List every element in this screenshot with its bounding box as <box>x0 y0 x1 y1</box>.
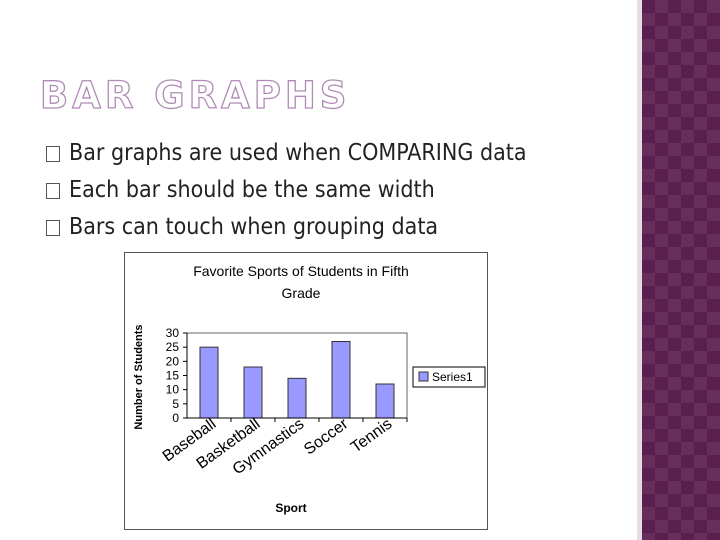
plot-area: 051015202530BaseballBasketballGymnastics… <box>160 326 408 478</box>
bullet-text: Each bar should be the same width <box>69 176 435 203</box>
box-bullet-icon <box>46 183 60 199</box>
box-bullet-icon <box>46 146 60 162</box>
bar <box>375 383 395 419</box>
chart-title-line-1: Favorite Sports of Students in Fifth <box>193 263 409 279</box>
bullet-text: Bar graphs are used when COMPARING data <box>69 139 527 166</box>
bar <box>199 346 219 419</box>
bar <box>243 366 263 419</box>
slide-title: BAR GRAPHS <box>39 73 351 117</box>
sidebar-edge <box>637 0 642 540</box>
legend-box <box>412 366 486 388</box>
y-tick-label: 15 <box>166 369 180 383</box>
bullet-item: Bars can touch when grouping data <box>46 208 527 245</box>
bar <box>287 377 307 419</box>
y-tick-label: 20 <box>166 354 180 368</box>
box-bullet-icon <box>46 220 60 236</box>
y-tick-label: 30 <box>166 326 180 340</box>
bar-chart: Favorite Sports of Students in Fifth Gra… <box>124 252 488 530</box>
bar <box>331 341 351 419</box>
y-tick-label: 5 <box>172 397 179 411</box>
chart-canvas: Favorite Sports of Students in Fifth Gra… <box>133 263 486 515</box>
plot-frame <box>187 332 408 418</box>
legend: Series1 <box>412 366 486 388</box>
y-axis-label: Number of Students <box>133 324 145 429</box>
decorative-sidebar <box>642 0 720 540</box>
bullet-item: Bar graphs are used when COMPARING data <box>46 134 527 171</box>
x-axis-label: Sport <box>275 501 306 515</box>
bullet-item: Each bar should be the same width <box>46 171 527 208</box>
bullet-text: Bars can touch when grouping data <box>69 213 439 240</box>
x-tick-label: Tennis <box>348 415 395 456</box>
chart-title-line-2: Grade <box>282 285 321 301</box>
y-tick-label: 10 <box>166 383 180 397</box>
legend-label: Series1 <box>432 370 473 384</box>
y-tick-label: 25 <box>166 340 180 354</box>
y-tick-label: 0 <box>172 411 179 425</box>
legend-swatch <box>418 371 429 382</box>
x-tick-label: Soccer <box>301 415 352 458</box>
bullet-list: Bar graphs are used when COMPARING data … <box>46 134 527 245</box>
